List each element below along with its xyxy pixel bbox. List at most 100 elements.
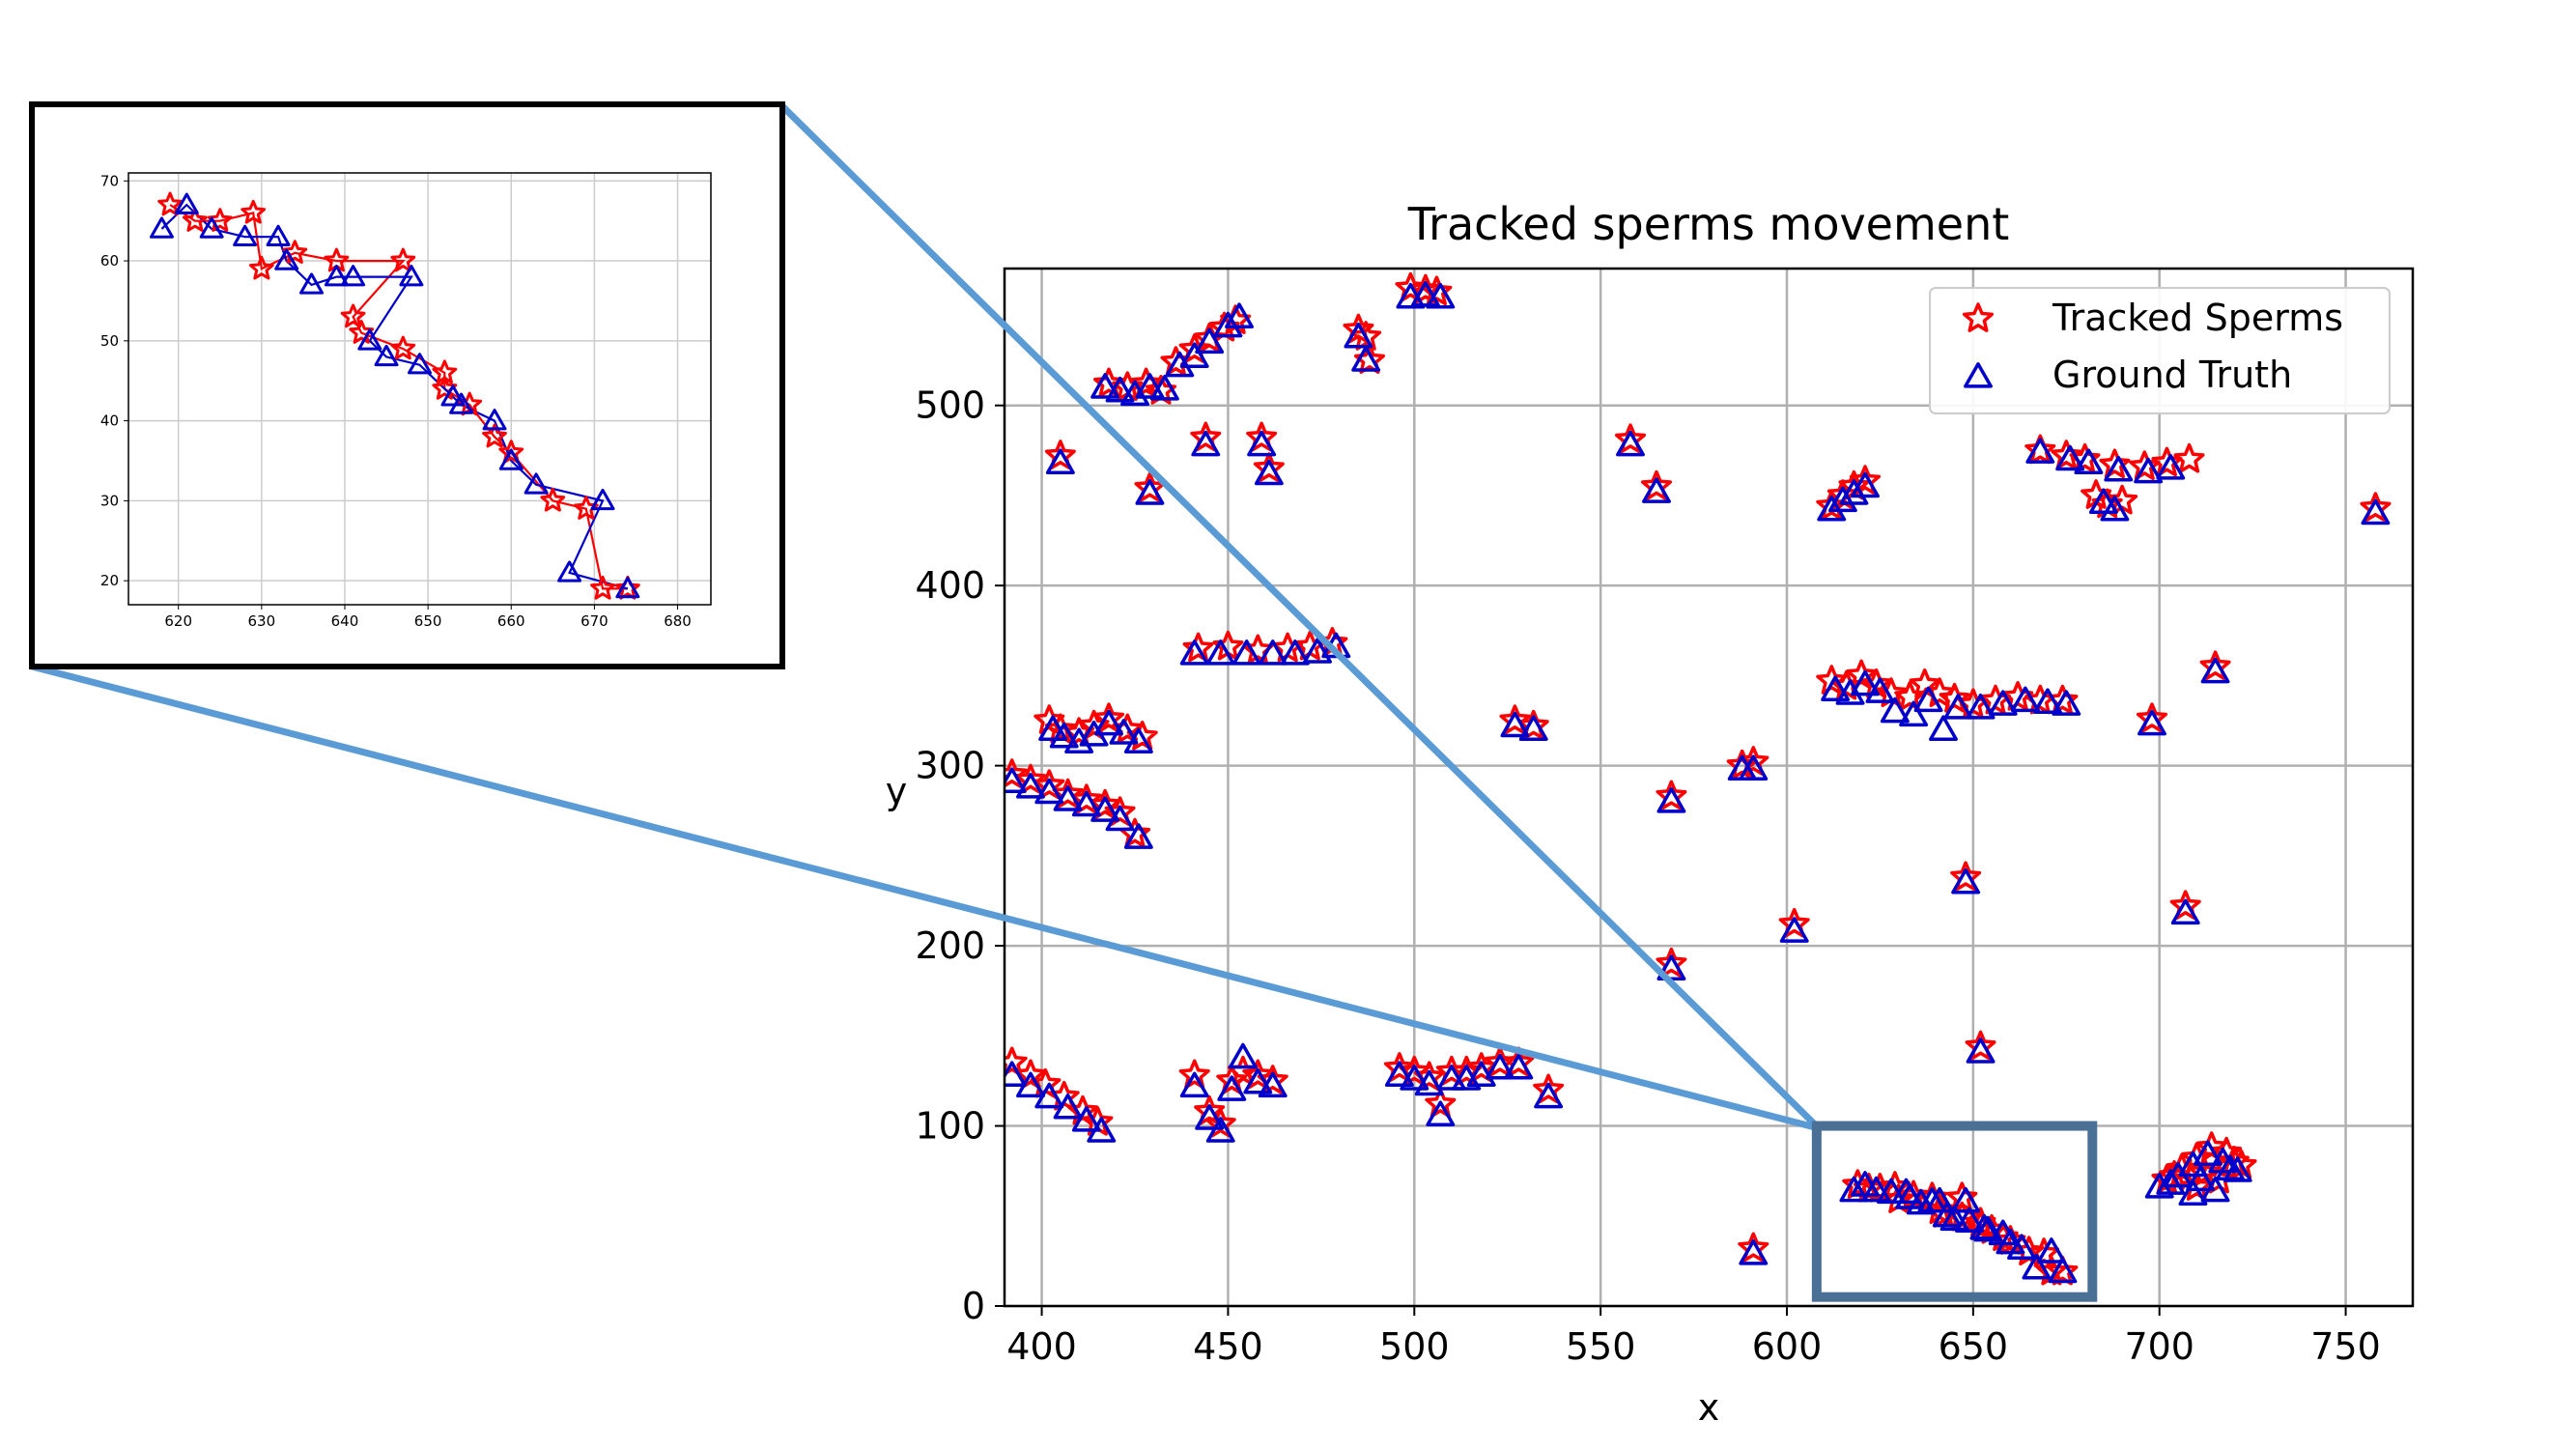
ground-truth-point [1016,1071,1045,1098]
ground-truth-point [1049,722,1079,749]
y-axis-label: y [886,770,908,812]
ground-truth-point [1195,1104,1225,1130]
tracked-sperm-point [1533,1073,1565,1104]
ground-truth-point [1500,711,1530,738]
inset-ground-truth-point [482,409,507,431]
ground-truth-point [1344,322,1373,349]
inset-ground-truth-point [524,472,549,495]
main-x-tick-label: 550 [1566,1325,1636,1368]
main-scatter-chart: 400 450 500 550 600 650 700 750 0 100 200 300 400 50… [886,198,2415,1429]
tracked-sperm-point [1005,1046,1028,1077]
ground-truth-point [1865,677,1895,703]
ground-truth-point [2134,457,2164,484]
inset-ground-truth-point [399,265,424,287]
tracked-sperm-point [1656,780,1687,810]
inset-y-tick-label: 50 [100,332,119,350]
inset-tracked-point [157,191,183,216]
ground-truth-point [1817,495,1847,522]
ground-truth-point [2010,686,2040,713]
ground-truth-point [1966,1037,1996,1064]
zoom-connector-top [778,101,1822,1131]
ground-truth-point [1880,696,1910,724]
ground-truth-point [1426,282,1456,309]
inset-y-tick-labels: 20 30 40 50 60 70 [100,172,119,589]
inset-marks [149,191,640,600]
ground-truth-point [2022,1253,2052,1280]
ground-truth-point [1384,1061,1414,1087]
inset-tracked-point [390,335,416,360]
tracked-sperm-point [1253,452,1285,482]
tracked-sperm-point [1503,1046,1535,1077]
ground-truth-point [1165,351,1195,378]
tracked-sperm-point [2024,434,2056,465]
ground-truth-point [2200,657,2230,684]
ground-truth-point [1123,727,1153,754]
ground-truth-point [2186,1165,2216,1192]
inset-x-tick-label: 630 [248,612,276,630]
ground-truth-point [1739,754,1769,781]
ground-truth-point [1191,430,1221,457]
ground-truth-point [1955,1207,1984,1234]
inset-x-tick-label: 680 [664,612,692,630]
ground-truth-point [1258,639,1288,666]
main-y-tick-labels: 0 100 200 300 400 500 [915,384,985,1327]
main-y-tick-label: 100 [915,1105,985,1148]
ground-truth-point [1518,715,1548,741]
inset-tracked-point [390,247,416,272]
tracked-sperm-point [1849,465,1882,495]
tracked-sperm-point [2211,1136,2243,1167]
ground-truth-point [1247,430,1277,457]
tracked-sperm-point [1738,1232,1769,1263]
tracked-sperm-point [1816,665,1848,695]
tracked-sperm-point [1216,1065,1248,1094]
tracked-sperm-point [1517,709,1549,740]
inset-ground-truth-point [324,265,349,287]
x-axis-label: x [1698,1386,1720,1429]
inset-ground-truth-point [557,560,582,582]
ground-truth-point [1034,1082,1064,1109]
ground-truth-point [1877,1178,1906,1205]
main-x-tick-labels: 400 450 500 550 600 650 700 750 [1006,1325,2381,1368]
ground-truth-point [1973,1215,2003,1242]
ground-truth-point [1071,790,1101,817]
ground-truth-point [1053,1093,1083,1120]
ground-truth-point [2025,438,2055,464]
tracked-sperm-point [1044,440,1076,469]
tracked-sperm-point [1640,469,1673,500]
ground-truth-point [1135,479,1165,505]
main-x-tick-label: 750 [2310,1325,2381,1368]
ground-truth-point [1071,1106,1101,1132]
inset-ground-truth-point [374,344,399,367]
tracked-sperm-point [1178,333,1210,363]
ground-truth-point [2048,1257,2078,1284]
tracked-sperm-point [1014,1059,1047,1090]
ground-truth-point [2100,495,2130,522]
ground-truth-point [1436,1065,1466,1091]
inset-ground-truth-point [233,224,258,246]
ground-truth-point [1988,690,2018,716]
ground-truth-point [2033,688,2062,715]
inset-y-tick-label: 60 [100,252,119,270]
tracked-sperm-point [2188,1156,2221,1186]
tracked-sperm-point [2360,492,2392,522]
ground-truth-point [1149,374,1179,401]
tracked-sperm-point [1950,861,1982,892]
tracked-sperm-point [1425,1088,1457,1119]
ground-truth-point [1861,1176,1891,1203]
ground-truth-point [1123,823,1153,849]
inset-ground-truth-point [149,216,174,239]
ground-truth-point [1486,1053,1514,1080]
ground-truth-point [2193,1140,2222,1167]
inset-ground-truth-point [615,576,640,599]
main-y-tick-label: 0 [962,1285,985,1327]
inset-ground-truth-path [160,203,629,590]
ground-truth-point [1034,778,1064,805]
inset-y-tick-label: 70 [100,172,119,189]
main-x-tick-label: 450 [1193,1325,1263,1368]
ground-truth-point [1969,1213,1999,1240]
ground-truth-point [1642,477,1671,503]
ground-truth-point [2055,444,2085,471]
ground-truth-point [2052,690,2081,716]
ground-truth-point [2216,1154,2245,1180]
